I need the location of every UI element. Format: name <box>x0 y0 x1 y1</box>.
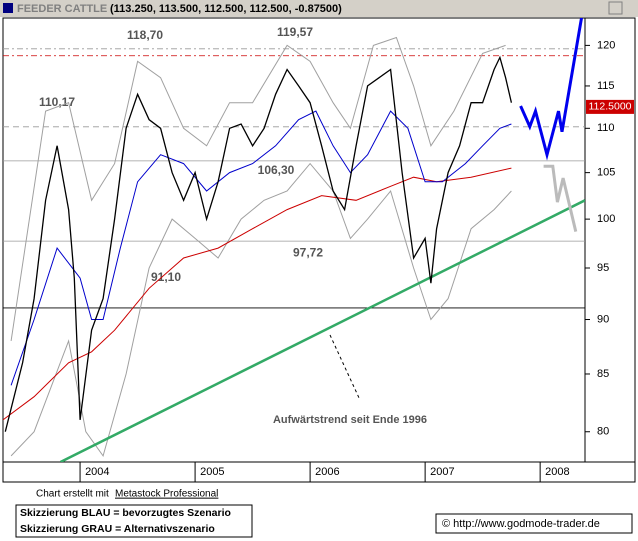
level-label: 110,17 <box>39 95 75 109</box>
source: © http://www.godmode-trader.de <box>442 518 600 530</box>
y-tick-label: 110 <box>597 122 615 134</box>
y-tick-label: 85 <box>597 368 609 380</box>
title: FEEDER CATTLE <box>17 3 107 15</box>
legend-blue: Skizzierung BLAU = bevorzugtes Szenario <box>20 507 231 519</box>
y-tick-label: 80 <box>597 426 609 438</box>
x-tick-label: 2004 <box>85 466 109 478</box>
last-price: 112.5000 <box>588 101 631 113</box>
last-price-box <box>586 99 634 114</box>
y-tick-label: 95 <box>597 262 609 274</box>
price-line <box>4 55 513 432</box>
band-upper <box>10 36 506 341</box>
level-label: 106,30 <box>258 163 295 177</box>
window-button[interactable] <box>608 1 623 15</box>
quote: (113.250, 113.500, 112.500, 112.500, -0.… <box>110 3 342 15</box>
x-axis-panel <box>2 461 636 483</box>
level-label: 97,72 <box>293 245 323 259</box>
credit: Chart erstellt mit <box>36 489 109 500</box>
y-tick-label: 120 <box>597 39 615 51</box>
source-box <box>435 513 633 534</box>
x-tick-label: 2005 <box>200 466 224 478</box>
title-icon <box>3 3 13 13</box>
scenario-gray <box>543 164 578 232</box>
legend-box <box>15 504 253 538</box>
title-bar <box>0 0 638 17</box>
y-tick-label: 105 <box>597 167 615 179</box>
y-tick-label: 115 <box>597 80 615 92</box>
plot-area <box>2 17 586 463</box>
level-label: 119,57 <box>277 25 313 39</box>
x-tick-label: 2007 <box>430 466 454 478</box>
y-tick-label: 100 <box>597 213 615 225</box>
legend-gray: Skizzierung GRAU = Alternativszenario <box>20 523 215 535</box>
y-tick-label: 90 <box>597 313 609 325</box>
band-lower <box>10 162 512 458</box>
axis-panel <box>584 17 636 463</box>
trendline <box>59 199 585 462</box>
level-label: 118,70 <box>127 28 163 42</box>
x-tick-label: 2008 <box>545 466 569 478</box>
scenario-blue <box>519 18 583 161</box>
trend-label: Aufwärtstrend seit Ende 1996 <box>273 414 427 426</box>
x-tick-label: 2006 <box>315 466 339 478</box>
ma-long <box>3 167 512 421</box>
software[interactable]: Metastock Professional <box>115 489 218 500</box>
